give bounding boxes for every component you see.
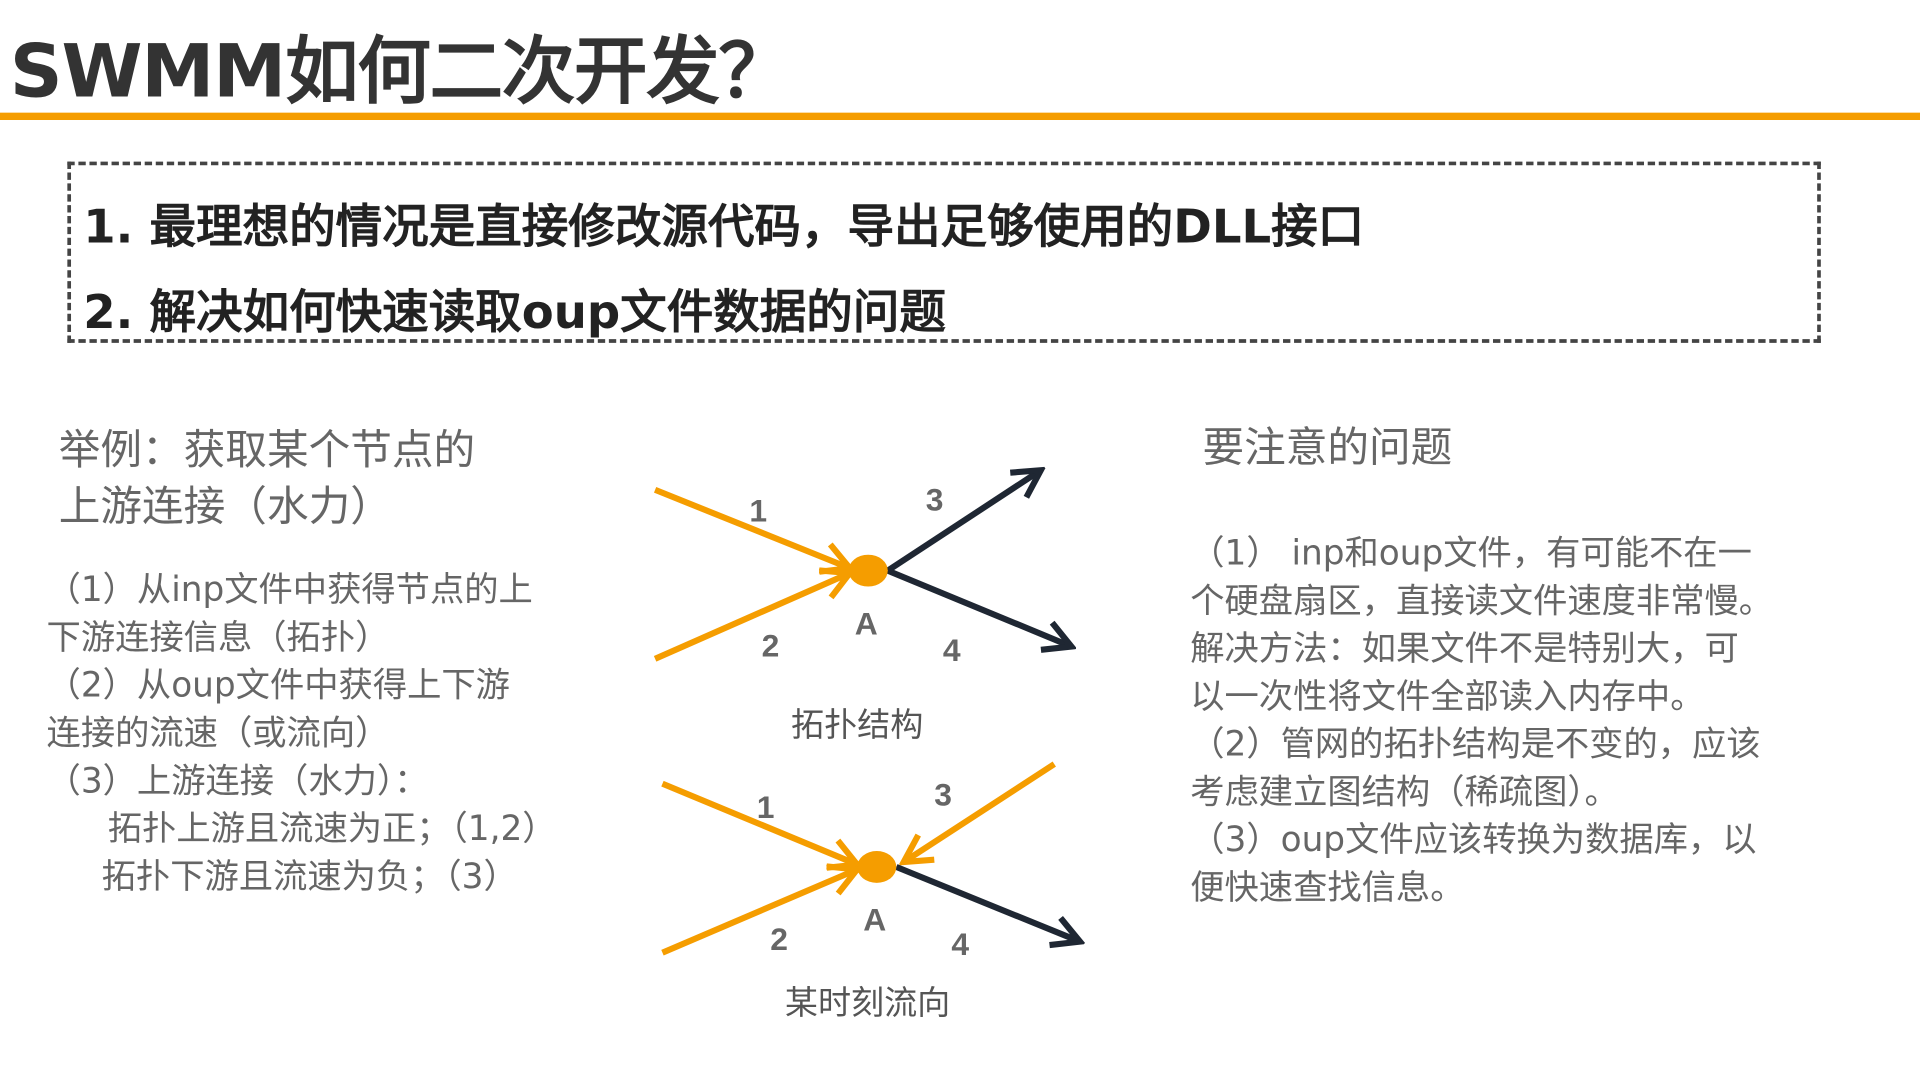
d1-label-1: 1 [749,492,768,529]
text-line: （2）管网的拓扑结构是不变的，应该 [1190,723,1761,765]
link-3-arrow [886,470,1041,574]
link-1-arrow [653,486,850,568]
d1-label-3: 3 [925,481,944,518]
text-line: （3）oup文件应该转换为数据库，以 [1190,819,1757,860]
d2-node-label: A [863,901,887,938]
text-line: 解决方法：如果文件不是特别大，可 [1190,628,1739,669]
key-points-box [67,161,1821,343]
d1-caption: 拓扑结构 [791,706,924,745]
d2-label-3: 3 [934,776,953,814]
text-line: （1）从inp文件中获得节点的上 [46,569,533,610]
slide-title: SWMM如何二次开发？ [9,29,792,116]
notes-heading: 要注意的问题 [1202,423,1453,473]
link-2-arrow [653,573,850,662]
node-a [857,851,897,883]
d1-label-4: 4 [942,631,961,669]
text-line: 下游连接信息（拓扑） [46,617,390,658]
text-line: 拓扑下游且流速为负；（3） [101,855,518,897]
d1-node-label: A [854,604,878,642]
link-3-arrow [904,761,1056,862]
d2-label-2: 2 [770,920,788,958]
d1-label-2: 2 [761,626,780,664]
text-line: （2）从oup文件中获得上下游 [46,664,510,706]
link-1-arrow [661,780,857,865]
link-4-arrow [895,864,1080,942]
text-line: 拓扑上游且流速为正；（1,2） [107,808,557,849]
flow-direction-diagram [661,761,1080,956]
key-point-2: 2. 解决如何快速读取oup文件数据的问题 [83,285,946,340]
text-line: 以一次性将文件全部读入内存中。 [1190,675,1705,717]
title-divider [0,112,1920,121]
d2-label-1: 1 [756,788,775,826]
text-line: 个硬盘扇区，直接读文件速度非常慢。 [1190,580,1774,621]
text-line: （3）上游连接（水力）： [46,760,429,801]
example-heading-1: 举例：获取某个节点的 [58,426,476,476]
text-line: 连接的流速（或流向） [46,712,390,754]
d2-label-4: 4 [951,925,970,963]
node-a [848,554,888,587]
notes-text: （1） inp和oup文件，有可能不在一 个硬盘扇区，直接读文件速度非常慢。 解… [1190,529,1773,911]
link-2-arrow [661,869,857,956]
d2-caption: 某时刻流向 [784,984,951,1023]
text-line: （1） inp和oup文件，有可能不在一 [1190,532,1752,574]
text-line: 便快速查找信息。 [1190,866,1465,908]
text-line: 考虑建立图结构（稀疏图）。 [1190,771,1619,812]
link-4-arrow [886,567,1072,647]
key-point-1: 1. 最理想的情况是直接修改源代码，导出足够使用的DLL接口 [83,199,1365,254]
example-text: （1）从inp文件中获得节点的上 下游连接信息（拓扑） （2）从oup文件中获得… [47,566,557,900]
topology-diagram [653,470,1072,662]
example-heading-2: 上游连接（水力） [58,482,392,532]
